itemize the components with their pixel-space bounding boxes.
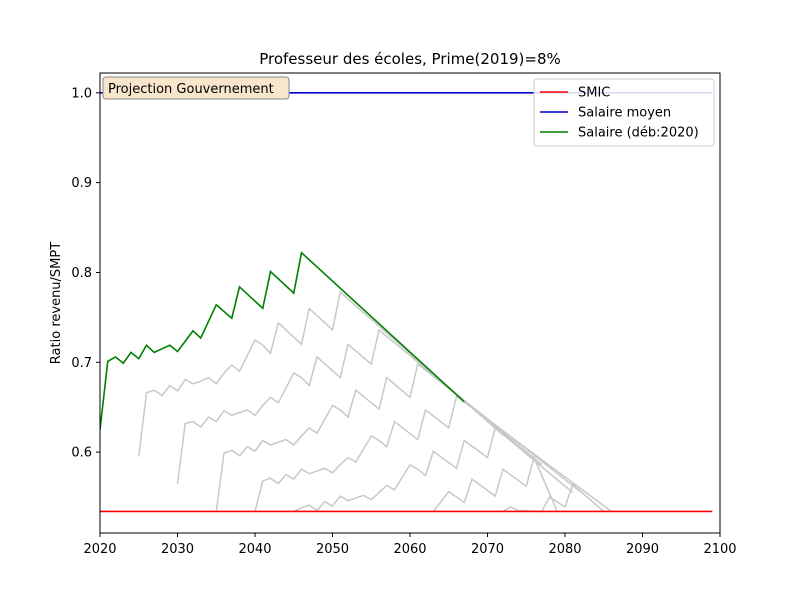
x-tick-label: 2060 <box>393 542 426 557</box>
other-career-line-5 <box>293 426 574 513</box>
legend-label-mean: Salaire moyen <box>578 106 671 121</box>
x-tick-label: 2100 <box>703 542 736 557</box>
series-line-career <box>100 251 465 430</box>
y-tick-label: 0.9 <box>71 176 92 191</box>
legend-label-career: Salaire (déb:2020) <box>578 126 699 141</box>
annotation-background <box>102 76 290 100</box>
other-career-line-7 <box>502 483 605 513</box>
other-career-line-3 <box>215 362 581 512</box>
other-career-line-1 <box>138 290 504 457</box>
other-career-line-2 <box>176 328 543 484</box>
x-tick-label: 2050 <box>316 542 349 557</box>
annotation-box: Projection Gouvernement <box>102 76 290 100</box>
other-career-line-6 <box>432 455 558 512</box>
legend-box <box>533 78 715 147</box>
annotation-text: Projection Gouvernement <box>108 82 274 97</box>
legend-label-smic: SMIC <box>578 86 610 101</box>
chart-title: Professeur des écoles, Prime(2019)=8% <box>259 50 561 68</box>
y-tick-label: 0.6 <box>71 446 92 461</box>
x-tick-label: 2040 <box>238 542 271 557</box>
y-tick-label: 0.8 <box>71 266 92 281</box>
legend: SMIC Salaire moyen Salaire (déb:2020) <box>533 78 715 147</box>
x-tick-label: 2080 <box>548 542 581 557</box>
y-tick-label: 1.0 <box>71 86 92 101</box>
y-axis-label: Ratio revenu/SMPT <box>49 242 64 364</box>
other-career-line-4 <box>254 395 612 513</box>
x-tick-label: 2070 <box>471 542 504 557</box>
x-tick-label: 2090 <box>626 542 659 557</box>
x-tick-label: 2030 <box>161 542 194 557</box>
x-tick-label: 2020 <box>83 542 116 557</box>
y-tick-label: 0.7 <box>71 356 92 371</box>
axes: 2020 2030 2040 2050 2060 2070 2080 2090 2100 0.6 0… <box>71 72 737 557</box>
